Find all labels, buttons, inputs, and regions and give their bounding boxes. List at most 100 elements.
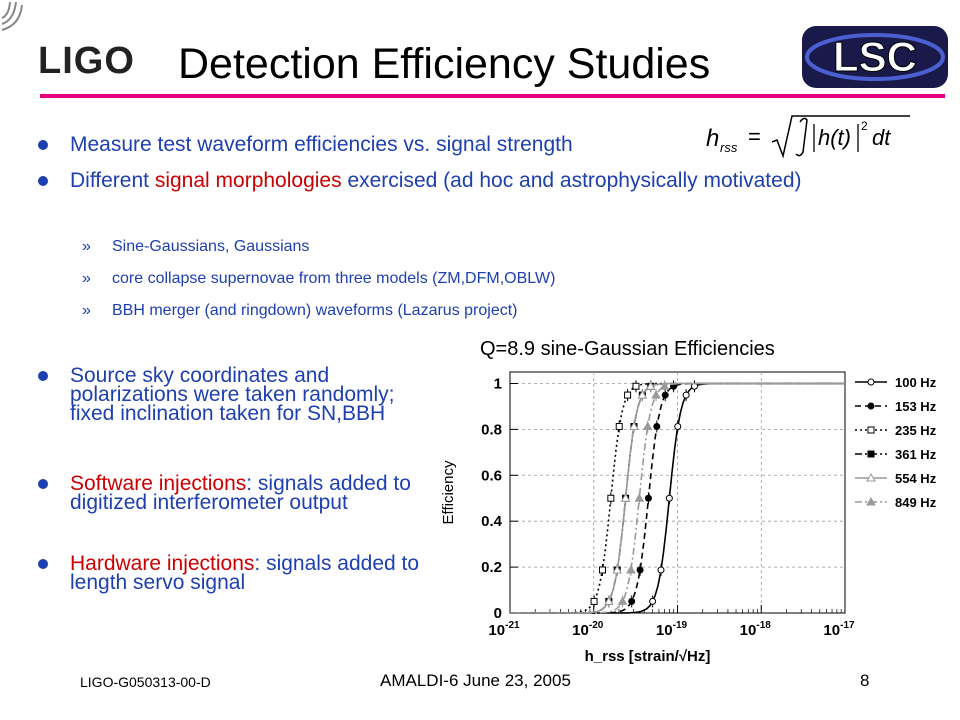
data-point [657, 566, 665, 574]
title-divider [40, 94, 945, 98]
x-tick-label: 10-17 [823, 620, 855, 639]
sub-bullet-marker: » [82, 270, 91, 287]
lsc-badge-bg [802, 26, 948, 88]
data-point [651, 390, 661, 399]
svg-text:2: 2 [861, 119, 868, 133]
y-axis-label: Efficiency [440, 460, 457, 524]
x-axis-label: h_rss [strain/√Hz] [585, 648, 711, 665]
bullet-highlight: Hardware injections [70, 552, 255, 575]
bullet-text: Source sky coordinates and polarizations… [70, 364, 395, 425]
legend-label: 361 Hz [895, 447, 937, 462]
x-tick-label: 10-20 [572, 620, 604, 639]
sub-bullet-sine-gaussians: » Sine-Gaussians, Gaussians [82, 238, 310, 256]
data-point [629, 421, 639, 431]
legend-marker [867, 450, 875, 458]
sub-bullet-text: BBH merger (and ringdown) waveforms (Laz… [112, 302, 518, 319]
data-point [665, 494, 673, 502]
data-point [661, 391, 669, 399]
bullet-text: : signals added to length servo signal [70, 552, 420, 594]
sub-bullet-text: core collapse supernovae from three mode… [112, 270, 556, 287]
svg-text:h: h [706, 125, 719, 152]
data-point [615, 423, 623, 431]
sub-bullet-text: Sine-Gaussians, Gaussians [112, 238, 310, 255]
x-tick-label: 10-19 [656, 620, 688, 639]
data-point [674, 423, 682, 431]
legend-marker [867, 402, 875, 410]
data-point [649, 597, 657, 605]
bullet-measure: Measure test waveform efficiencies vs. s… [38, 132, 573, 157]
y-tick-label: 0.4 [481, 513, 503, 530]
legend-label: 554 Hz [895, 471, 937, 486]
footer-conference: AMALDI-6 June 23, 2005 [380, 671, 571, 690]
bullet-text-pre: Different [70, 169, 155, 192]
x-tick-label: 10-18 [740, 620, 772, 639]
series-line-849-hz [510, 382, 845, 614]
bullet-highlight: signal morphologies [154, 169, 342, 192]
x-tick-label: 10-21 [488, 620, 520, 639]
legend-label: 100 Hz [895, 375, 937, 390]
bullet-morphologies: Different signal morphologies exercised … [38, 168, 890, 193]
data-point [682, 391, 690, 399]
data-point [620, 493, 631, 502]
legend-label: 153 Hz [895, 399, 937, 414]
chart-title: Q=8.9 sine-Gaussian Efficiencies [480, 338, 775, 360]
data-point [607, 494, 615, 502]
sub-bullet-supernovae: » core collapse supernovae from three mo… [82, 270, 556, 288]
bullet-text: Measure test waveform efficiencies vs. s… [70, 133, 573, 156]
legend-marker [867, 426, 875, 434]
data-point [612, 564, 623, 574]
svg-text:dt: dt [872, 125, 891, 150]
svg-text:rss: rss [720, 140, 738, 155]
data-point [642, 421, 653, 431]
data-point [645, 381, 656, 390]
bullet-text-post: exercised (ad hoc and astrophysically mo… [341, 169, 802, 192]
legend-label: 849 Hz [895, 495, 937, 510]
ligo-swirl-logo [1, 1, 23, 31]
footer-page-number: 8 [860, 671, 870, 690]
hrss-formula: h rss = h(t) 2 dt [706, 115, 910, 159]
bullet-dot [38, 176, 48, 186]
data-point [603, 596, 614, 605]
lsc-logo: LSC [802, 26, 948, 88]
y-tick-label: 0 [494, 605, 502, 622]
slide-title: Detection Efficiency Studies [178, 40, 711, 88]
data-point [637, 390, 648, 399]
data-point [626, 564, 636, 574]
bullet-highlight: Software injections [70, 472, 247, 495]
data-point [590, 597, 598, 605]
sub-bullet-bbh: » BBH merger (and ringdown) waveforms (L… [82, 302, 518, 320]
bullet-dot [38, 479, 48, 489]
bullet-dot [38, 140, 48, 150]
bullet-text: : signals added to digitized interferome… [70, 472, 411, 514]
y-tick-label: 0.2 [481, 559, 502, 576]
lsc-badge-text: LSC [833, 33, 917, 80]
footer-document-id: LIGO-G050313-00-D [80, 674, 211, 690]
legend-marker [866, 472, 876, 482]
y-tick-label: 1 [494, 375, 502, 392]
legend-marker [866, 496, 876, 506]
y-tick-label: 0.6 [481, 467, 502, 484]
bullet-dot [38, 371, 48, 381]
bullet-dot [38, 559, 48, 569]
data-point [624, 391, 632, 399]
sub-bullet-marker: » [82, 302, 91, 319]
data-point [659, 381, 670, 390]
ligo-logo: LIGO [38, 40, 135, 82]
sub-bullet-marker: » [82, 238, 91, 255]
data-point [634, 493, 645, 502]
data-point [628, 597, 636, 605]
data-point [636, 566, 644, 574]
legend-marker [867, 378, 875, 386]
data-point [598, 566, 606, 574]
data-point [644, 494, 652, 502]
bullet-sky-coordinates: Source sky coordinates and polarizations… [38, 364, 440, 425]
svg-text:h(t): h(t) [818, 125, 851, 150]
legend-label: 235 Hz [895, 423, 937, 438]
svg-text:=: = [748, 124, 761, 149]
bullet-software-injections: Software injections: signals added to di… [38, 472, 440, 514]
data-point [632, 382, 640, 390]
data-point [653, 423, 661, 431]
efficiency-chart: 10-21 10-20 10-19 10-18 10-17 0 0.2 0.4 0.6 0.8 1 E… [440, 371, 937, 665]
y-tick-label: 0.8 [481, 421, 502, 438]
bullet-hardware-injections: Hardware injections: signals added to le… [38, 552, 440, 594]
